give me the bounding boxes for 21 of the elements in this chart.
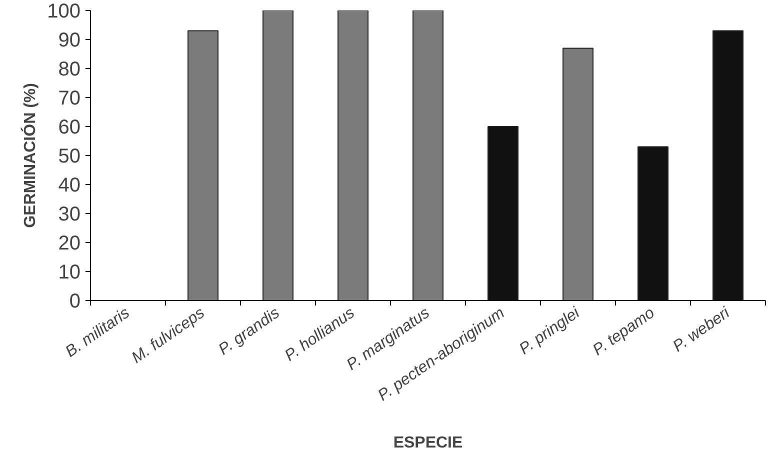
bar [712, 30, 744, 300]
bar [412, 10, 444, 300]
bar [338, 10, 368, 300]
bar [262, 10, 294, 300]
y-axis-title: GERMINACIÓN (%) [20, 83, 40, 228]
y-tick-label: 50 [58, 146, 81, 168]
bar [488, 126, 518, 300]
y-tick-label: 40 [58, 174, 81, 196]
bar [188, 30, 218, 300]
y-tick-label: 90 [58, 30, 81, 52]
y-tick-label: 70 [58, 88, 81, 110]
y-tick-label: 10 [58, 262, 81, 284]
y-tick-label: 100 [47, 0, 81, 22]
x-axis-title: ESPECIE [393, 434, 464, 452]
y-tick-label: 30 [58, 204, 81, 226]
bar [638, 146, 668, 300]
y-tick-label: 80 [58, 58, 81, 80]
y-tick-label: 20 [58, 232, 81, 254]
bar [562, 48, 594, 300]
y-tick-label: 0 [69, 290, 80, 312]
y-tick-label: 60 [58, 116, 81, 138]
